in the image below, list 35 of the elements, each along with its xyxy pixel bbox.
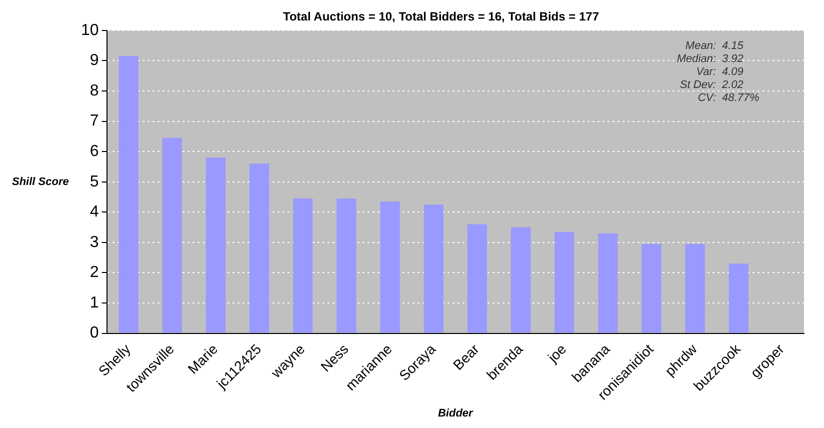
- bar: [293, 198, 313, 333]
- annotation: CV: 48.77%: [698, 92, 760, 104]
- annotation: Median: 3.92: [676, 52, 744, 65]
- annotation: St Dev: 2.02: [680, 78, 744, 91]
- y-tick-label: 1: [90, 294, 99, 312]
- y-tick-label: 8: [90, 82, 99, 100]
- y-tick-label: 4: [90, 204, 99, 221]
- chart-title: Total Auctions = 10, Total Bidders = 16, Total Bids = 177: [283, 10, 600, 24]
- y-tick-label: 9: [90, 52, 99, 70]
- y-axis-title: Shill Score: [12, 176, 69, 188]
- bar: [554, 232, 574, 333]
- bar: [467, 224, 487, 333]
- bar: [118, 56, 138, 333]
- y-tick-label: 5: [90, 173, 99, 190]
- bar: [598, 233, 618, 333]
- bar: [685, 244, 705, 333]
- bar: [510, 227, 531, 333]
- bar: [162, 138, 182, 333]
- x-axis-title: Bidder: [438, 407, 474, 420]
- bar: [728, 264, 748, 333]
- y-tick-label: 10: [81, 22, 99, 39]
- bar: [336, 198, 356, 333]
- y-tick-label: 7: [90, 112, 99, 130]
- x-tick-label: joe: [544, 340, 570, 366]
- y-tick-label: 2: [90, 264, 99, 282]
- y-tick-label: 6: [90, 142, 99, 160]
- bar: [206, 158, 226, 333]
- annotation: Mean: 4.15: [685, 40, 744, 52]
- bar: [250, 164, 270, 333]
- bar: [424, 204, 444, 333]
- y-tick-label: 0: [90, 324, 99, 342]
- y-tick-label: 3: [90, 234, 99, 251]
- annotation: Var: 4.09: [696, 66, 744, 78]
- bar: [380, 202, 400, 333]
- bar: [642, 244, 662, 333]
